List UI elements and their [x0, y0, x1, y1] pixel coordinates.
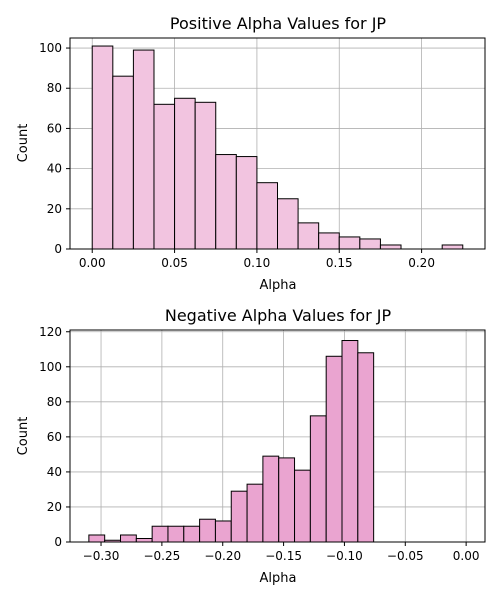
x-tick-label: −0.15 — [265, 549, 302, 563]
histogram-bars — [88, 340, 375, 543]
histogram-bar — [132, 49, 155, 250]
x-tick-label: 0.00 — [453, 549, 480, 563]
y-tick-label: 100 — [39, 360, 62, 374]
histogram-bar — [246, 483, 264, 543]
histogram-bars — [91, 45, 464, 250]
histogram-bar — [91, 45, 114, 250]
histogram-bar — [256, 182, 278, 250]
histogram-bar — [441, 244, 464, 250]
histogram-bar — [112, 75, 134, 250]
histogram-bar — [230, 490, 248, 543]
histogram-bar — [297, 222, 320, 250]
y-axis-label: Count — [16, 417, 31, 456]
histogram-bar — [341, 340, 359, 543]
chart-title: Negative Alpha Values for JP — [165, 306, 392, 325]
y-axis-ticks: 0 20 40 60 80 100 — [39, 41, 70, 256]
x-tick-label: 0.05 — [161, 256, 188, 270]
histogram-bar — [183, 525, 201, 543]
histogram-bar — [359, 238, 381, 250]
x-tick-label: 0.10 — [244, 256, 271, 270]
y-tick-label: 80 — [47, 395, 62, 409]
y-tick-label: 100 — [39, 41, 62, 55]
positive-alpha-histogram: Positive Alpha Values for JP 0.00 0.05 0.1… — [16, 14, 486, 293]
y-tick-label: 60 — [47, 430, 62, 444]
histogram-bar — [318, 232, 340, 250]
histogram-bar — [278, 457, 296, 543]
histogram-bar — [235, 156, 258, 250]
x-tick-label: 0.00 — [79, 256, 106, 270]
histogram-bar — [135, 537, 153, 543]
y-tick-label: 40 — [47, 162, 62, 176]
y-tick-label: 0 — [54, 242, 62, 256]
plot-frame — [69, 329, 486, 543]
histogram-bar — [262, 455, 280, 543]
histogram-bar — [325, 355, 343, 543]
x-tick-label: −0.05 — [387, 549, 424, 563]
histogram-bar — [338, 236, 361, 250]
y-axis-label: Count — [16, 124, 31, 163]
x-tick-label: 0.20 — [408, 256, 435, 270]
x-axis-ticks: 0.00 0.05 0.10 0.15 0.20 — [79, 249, 435, 270]
histogram-bar — [214, 520, 232, 543]
histogram-bar — [167, 525, 185, 543]
histogram-bar — [151, 525, 169, 543]
x-axis-label: Alpha — [260, 571, 297, 586]
y-tick-label: 20 — [47, 202, 62, 216]
histogram-bar — [309, 415, 327, 543]
x-tick-label: −0.20 — [204, 549, 241, 563]
histogram-bar — [357, 352, 375, 543]
chart-title: Positive Alpha Values for JP — [170, 14, 387, 33]
x-tick-label: −0.10 — [326, 549, 363, 563]
x-tick-label: −0.30 — [83, 549, 120, 563]
y-axis-ticks: 0 20 40 60 80 100 120 — [39, 325, 70, 549]
y-tick-label: 80 — [47, 81, 62, 95]
histogram-bar — [215, 154, 237, 250]
y-tick-label: 120 — [39, 325, 62, 339]
plot-frame — [69, 37, 486, 250]
histogram-bar — [277, 198, 299, 250]
y-tick-label: 0 — [54, 535, 62, 549]
histogram-bar — [294, 469, 311, 543]
histogram-bar — [194, 101, 217, 250]
histogram-bar — [199, 518, 216, 543]
histogram-bar — [88, 534, 106, 543]
y-tick-label: 40 — [47, 465, 62, 479]
y-tick-label: 20 — [47, 500, 62, 514]
histogram-bar — [174, 97, 196, 250]
histogram-bar — [379, 244, 402, 250]
histogram-bar — [153, 103, 176, 250]
y-tick-label: 60 — [47, 121, 62, 135]
x-axis-ticks: −0.30 −0.25 −0.20 −0.15 −0.10 −0.05 0.00 — [83, 542, 480, 563]
x-axis-label: Alpha — [260, 278, 297, 293]
negative-alpha-histogram: Negative Alpha Values for JP −0.30 −0.25−… — [16, 306, 486, 586]
histogram-bar — [120, 534, 137, 543]
x-tick-label: −0.25 — [143, 549, 180, 563]
x-tick-label: 0.15 — [326, 256, 353, 270]
